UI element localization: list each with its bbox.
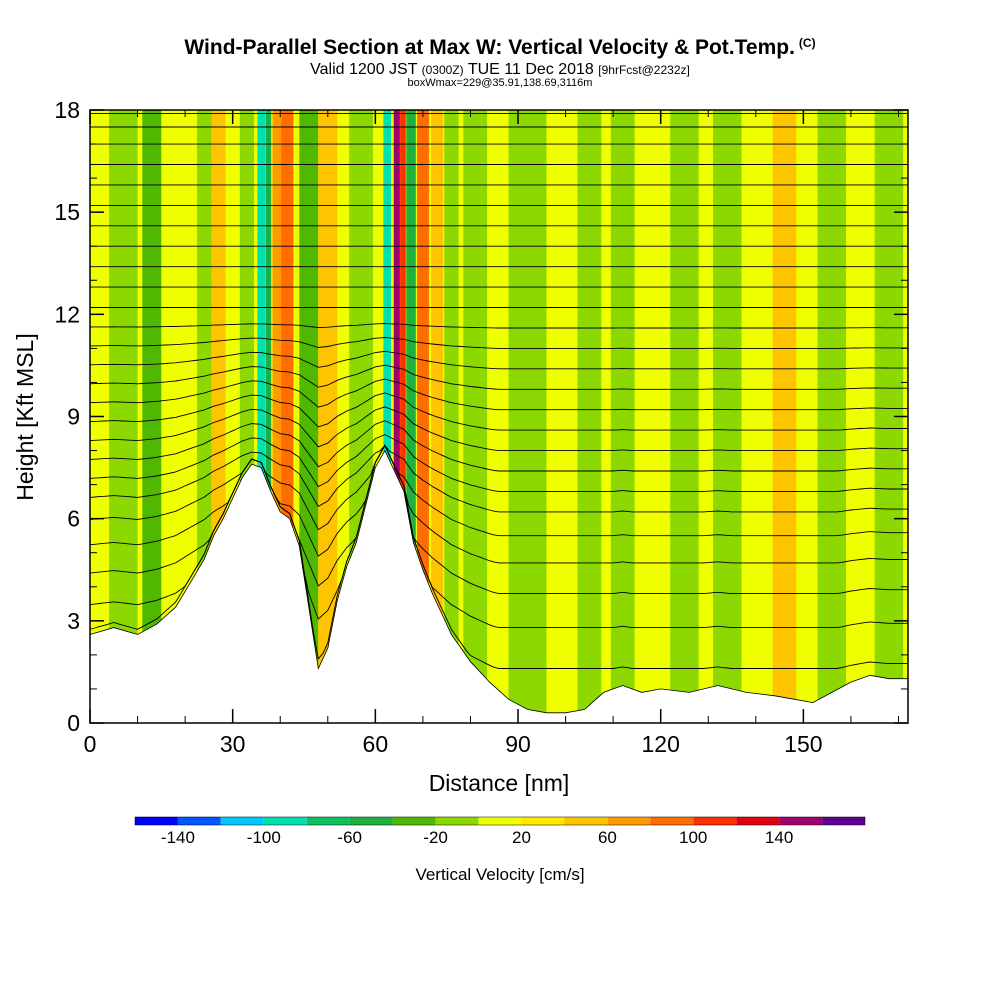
y-tick-label: 3: [67, 608, 80, 634]
x-axis-label: Distance [nm]: [429, 770, 570, 796]
velocity-band: [508, 110, 547, 723]
colorbar-swatch: [693, 817, 737, 825]
colorbar-swatch: [435, 817, 479, 825]
velocity-band: [265, 110, 272, 723]
velocity-band: [272, 110, 284, 723]
colorbar-swatch: [564, 817, 608, 825]
valid-time: Valid 1200 JST: [310, 61, 418, 78]
velocity-band: [577, 110, 602, 723]
velocity-band: [713, 110, 742, 723]
velocity-band: [463, 110, 488, 723]
velocity-band: [257, 110, 265, 723]
colorbar-tick-label: 20: [512, 828, 531, 847]
colorbar-swatch: [822, 817, 865, 825]
velocity-band: [610, 110, 635, 723]
colorbar-swatch: [177, 817, 221, 825]
colorbar-tick-label: -140: [161, 828, 195, 847]
colorbar-label: Vertical Velocity [cm/s]: [415, 865, 584, 884]
copyright-mark: (C): [798, 36, 816, 50]
velocity-band: [406, 110, 416, 723]
colorbar-swatch: [736, 817, 780, 825]
isentrope-line: [90, 323, 908, 329]
x-tick-label: 150: [784, 731, 822, 757]
colorbar-swatch: [263, 817, 307, 825]
x-tick-label: 0: [84, 731, 97, 757]
colorbar-tick-label: -60: [337, 828, 362, 847]
x-tick-label: 30: [220, 731, 246, 757]
colorbar-swatch: [349, 817, 393, 825]
boxwmax-label: boxWmax=229@35.91,138.69,3116m: [407, 77, 593, 89]
velocity-band: [400, 110, 406, 723]
velocity-band: [393, 110, 400, 723]
colorbar-outline: [134, 816, 866, 826]
isentrope-line: [90, 434, 908, 492]
velocity-band: [670, 110, 699, 723]
axes: 0 30 60 90 120 150 0 3 6 9 12 15 18: [54, 97, 908, 757]
valid-date: TUE 11 Dec 2018: [467, 61, 594, 78]
colorbar-swatch: [779, 817, 822, 825]
forecast-label: [9hrFcst@2232z]: [598, 63, 690, 77]
colorbar-tick-label: -20: [423, 828, 448, 847]
chart-title: Wind-Parallel Section at Max W: Vertical…: [184, 36, 816, 59]
terrain-mask: [90, 449, 908, 723]
isentrope-line: [90, 378, 908, 411]
colorbar-swatch: [306, 817, 350, 825]
colorbar-swatch: [220, 817, 264, 825]
isentrope-line: [90, 420, 908, 472]
colorbar-swatch: [392, 817, 436, 825]
velocity-band: [817, 110, 847, 723]
x-tick-label: 60: [363, 731, 389, 757]
x-tick-label: 90: [505, 731, 531, 757]
isentrope-line: [90, 350, 908, 370]
colorbar-swatch: [478, 817, 522, 825]
plot-area: [90, 110, 908, 723]
velocity-band: [109, 110, 138, 723]
isentrope-line: [90, 337, 908, 349]
isentrope-line: [90, 406, 908, 452]
colorbar-tick-label: 140: [765, 828, 793, 847]
chart-subtitle: Valid 1200 JST (0300Z) TUE 11 Dec 2018 […: [0, 61, 1000, 79]
x-tick-label: 120: [642, 731, 680, 757]
y-tick-label: 12: [54, 301, 80, 327]
velocity-band: [383, 110, 391, 723]
colorbar-swatch: [135, 817, 178, 825]
isentrope-lines: [90, 112, 908, 669]
colorbar-swatch: [650, 817, 694, 825]
colorbar-tick-label: 60: [598, 828, 617, 847]
y-tick-label: 18: [54, 97, 80, 123]
colorbar-swatch: [521, 817, 565, 825]
isentrope-line: [90, 392, 908, 431]
colorbar-tick-label: -100: [247, 828, 281, 847]
colorbar-swatch: [607, 817, 651, 825]
isentrope-line: [90, 444, 908, 513]
colorbar-tick-label: 100: [679, 828, 707, 847]
isentrope-line: [90, 444, 908, 595]
y-tick-label: 0: [67, 710, 80, 736]
velocity-band: [281, 110, 294, 723]
y-tick-label: 15: [54, 199, 80, 225]
y-tick-label: 9: [67, 404, 80, 430]
velocity-band: [417, 110, 429, 723]
isentrope-line: [90, 444, 908, 537]
valid-utc: (0300Z): [421, 63, 464, 77]
y-axis-label: Height [Kft MSL]: [12, 333, 38, 500]
y-tick-label: 6: [67, 506, 80, 532]
isentrope-line: [90, 364, 908, 390]
velocity-band: [772, 110, 797, 723]
isentrope-line: [90, 444, 908, 564]
colorbar: -140 -100 -60 -20 20 60 100 140: [134, 816, 866, 847]
